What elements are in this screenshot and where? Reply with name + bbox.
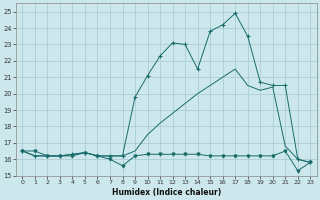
X-axis label: Humidex (Indice chaleur): Humidex (Indice chaleur) xyxy=(112,188,221,197)
